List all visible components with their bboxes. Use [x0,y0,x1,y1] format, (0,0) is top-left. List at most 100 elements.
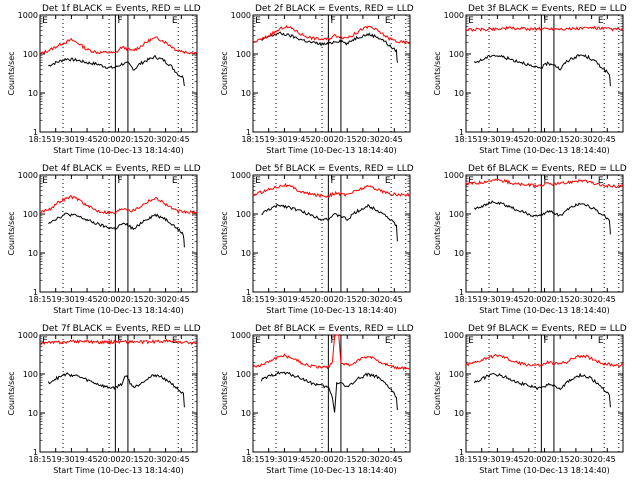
marker-label: E [598,336,604,346]
xtick-label: 20:30 [570,455,593,464]
panel-4: Det 4f BLACK = Events, RED = LLD 1 10 100 10… [7,164,201,315]
xtick-label: 19:30 [264,455,287,464]
ytick-label: 100 [23,50,38,59]
plot-frame [252,14,411,133]
panel-5: Det 5f BLACK = Events, RED = LLD 1 10 100 10… [220,164,414,315]
ytick-label: 1000 [18,171,38,180]
xtick-label: 20:45 [167,135,190,144]
xtick-label: 19:30 [477,135,500,144]
plot-frame [39,14,198,133]
xtick-label: 20:00 [524,295,547,304]
xtick-label: 20:00 [311,135,334,144]
ytick-label: 10 [454,89,464,98]
xtick-label: 19:45 [75,135,98,144]
series-events-line [261,31,398,63]
marker-label: E [42,336,48,346]
series-events-line [260,370,398,413]
ytick-label: 100 [23,210,38,219]
xtick-label: 18:15 [28,135,51,144]
ytick-label: 10 [241,249,251,258]
marker-label: E [385,16,391,26]
xtick-label: 18:15 [28,295,51,304]
marker-label: E [468,176,474,186]
xtick-label: 20:00 [311,295,334,304]
xtick-label: 20:15 [547,135,570,144]
xtick-label: 19:30 [51,455,74,464]
xtick-label: 19:30 [264,135,287,144]
xtick-label: 20:15 [121,455,144,464]
marker-label: F [543,336,548,346]
xtick-label: 19:30 [51,135,74,144]
xtick-label: 20:30 [357,455,380,464]
y-axis-label: Counts/sec [7,371,16,415]
panel-6: Det 6f BLACK = Events, RED = LLD 1 10 100 10… [433,164,627,315]
xtick-label: 19:30 [477,455,500,464]
series-lld-line [465,353,624,368]
panel-title: Det 3f BLACK = Events, RED = LLD [468,4,627,14]
xtick-label: 20:30 [144,135,167,144]
x-axis-label: Start Time (10-Dec-13 18:14:40) [479,466,610,475]
y-axis-label: Counts/sec [7,51,16,95]
marker-label: F [330,176,335,186]
xtick-label: 18:15 [28,455,51,464]
panel-1: Det 1f BLACK = Events, RED = LLD 1 10 100 10… [7,4,201,155]
panel-title: Det 8f BLACK = Events, RED = LLD [255,324,414,334]
y-axis-label: Counts/sec [220,371,229,415]
y-axis-label: Counts/sec [7,211,16,255]
ytick-label: 10 [241,89,251,98]
ytick-label: 10 [454,409,464,418]
y-axis-label: Counts/sec [433,211,442,255]
marker-label: E [255,336,261,346]
marker-label: F [330,16,335,26]
ytick-label: 100 [236,50,251,59]
marker-label: F [117,16,122,26]
plot-frame [465,334,624,453]
xtick-label: 20:45 [380,295,403,304]
series-events-line [473,372,611,408]
ytick-label: 1 [33,128,38,137]
series-events-line [47,372,185,408]
series-lld-line [465,178,624,189]
series-events-line [261,203,398,242]
series-lld-line [252,334,411,371]
marker-label: E [598,176,604,186]
ytick-label: 1000 [231,171,251,180]
ytick-label: 1000 [18,331,38,340]
xtick-label: 20:30 [357,295,380,304]
marker-label: E [42,176,48,186]
marker-label: E [42,16,48,26]
xtick-label: 20:30 [570,135,593,144]
xtick-label: 20:45 [167,455,190,464]
ytick-label: 100 [236,210,251,219]
xtick-label: 18:15 [454,455,477,464]
xtick-label: 19:45 [288,455,311,464]
xtick-label: 20:15 [121,135,144,144]
panel-8: Det 8f BLACK = Events, RED = LLD 1 10 100 10… [220,324,414,475]
xtick-label: 20:00 [524,455,547,464]
series-lld-line [39,338,198,346]
xtick-label: 20:00 [98,295,121,304]
xtick-label: 20:45 [593,455,616,464]
x-axis-label: Start Time (10-Dec-13 18:14:40) [266,466,397,475]
plot-frame [252,334,411,453]
xtick-label: 20:30 [144,455,167,464]
xtick-label: 20:15 [547,455,570,464]
xtick-label: 18:15 [454,135,477,144]
x-axis-label: Start Time (10-Dec-13 18:14:40) [53,466,184,475]
ytick-label: 10 [28,249,38,258]
marker-label: E [172,16,178,26]
series-events-line [48,54,185,87]
marker-label: F [543,16,548,26]
xtick-label: 20:30 [570,295,593,304]
plot-frame [465,174,624,293]
panel-title: Det 7f BLACK = Events, RED = LLD [42,324,201,334]
ytick-label: 10 [454,249,464,258]
panel-title: Det 5f BLACK = Events, RED = LLD [255,164,414,174]
x-axis-label: Start Time (10-Dec-13 18:14:40) [53,146,184,155]
marker-label: E [385,336,391,346]
ytick-label: 1 [459,448,464,457]
series-lld-line [465,25,624,33]
xtick-label: 19:30 [264,295,287,304]
series-lld-line [40,36,198,55]
panel-title: Det 2f BLACK = Events, RED = LLD [255,4,414,14]
